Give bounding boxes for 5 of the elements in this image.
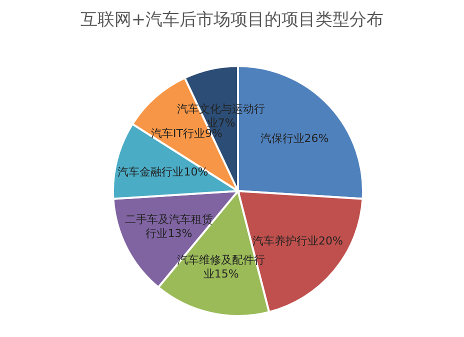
slice-label: 汽保行业26% <box>260 131 329 144</box>
slice-label: 汽车养护行业20% <box>252 234 343 247</box>
chart-title: 互联网+汽车后市场项目的项目类型分布 <box>79 9 385 32</box>
slice-label: 汽车金融行业10% <box>118 165 208 178</box>
slice-label: 二手车及汽车租赁行业13% <box>124 212 213 240</box>
